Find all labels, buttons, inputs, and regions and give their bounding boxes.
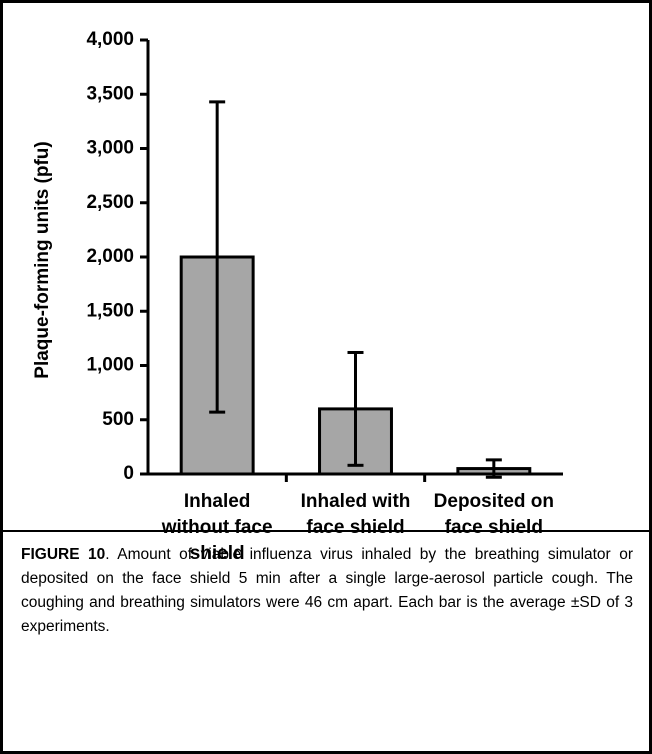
y-tick-label: 1,000 — [86, 355, 134, 376]
x-tick-label: Deposited on face shield — [433, 491, 554, 538]
y-tick-label: 2,500 — [86, 192, 134, 213]
y-axis-title: Plaque-forming units (pfu) — [32, 141, 53, 378]
x-tick-label: Inhaled with face shield — [300, 491, 411, 538]
y-tick-label: 1,500 — [86, 300, 134, 321]
y-tick-label: 0 — [123, 463, 134, 484]
caption-text: . Amount of viable influenza virus inhal… — [21, 546, 633, 635]
y-tick-label: 3,000 — [86, 138, 134, 159]
separator — [3, 530, 649, 532]
caption: FIGURE 10. Amount of viable influenza vi… — [21, 543, 633, 639]
y-tick-label: 3,500 — [86, 83, 134, 104]
chart: Plaque-forming units (pfu) 0 500 1,000 1,50… — [32, 29, 563, 484]
y-tick-label: 500 — [102, 409, 134, 430]
y-tick-label: 4,000 — [86, 29, 134, 50]
caption-label: FIGURE 10 — [21, 546, 106, 563]
y-tick-label: 2,000 — [86, 246, 134, 267]
x-tick-label: Inhaled without face shield — [161, 491, 273, 564]
